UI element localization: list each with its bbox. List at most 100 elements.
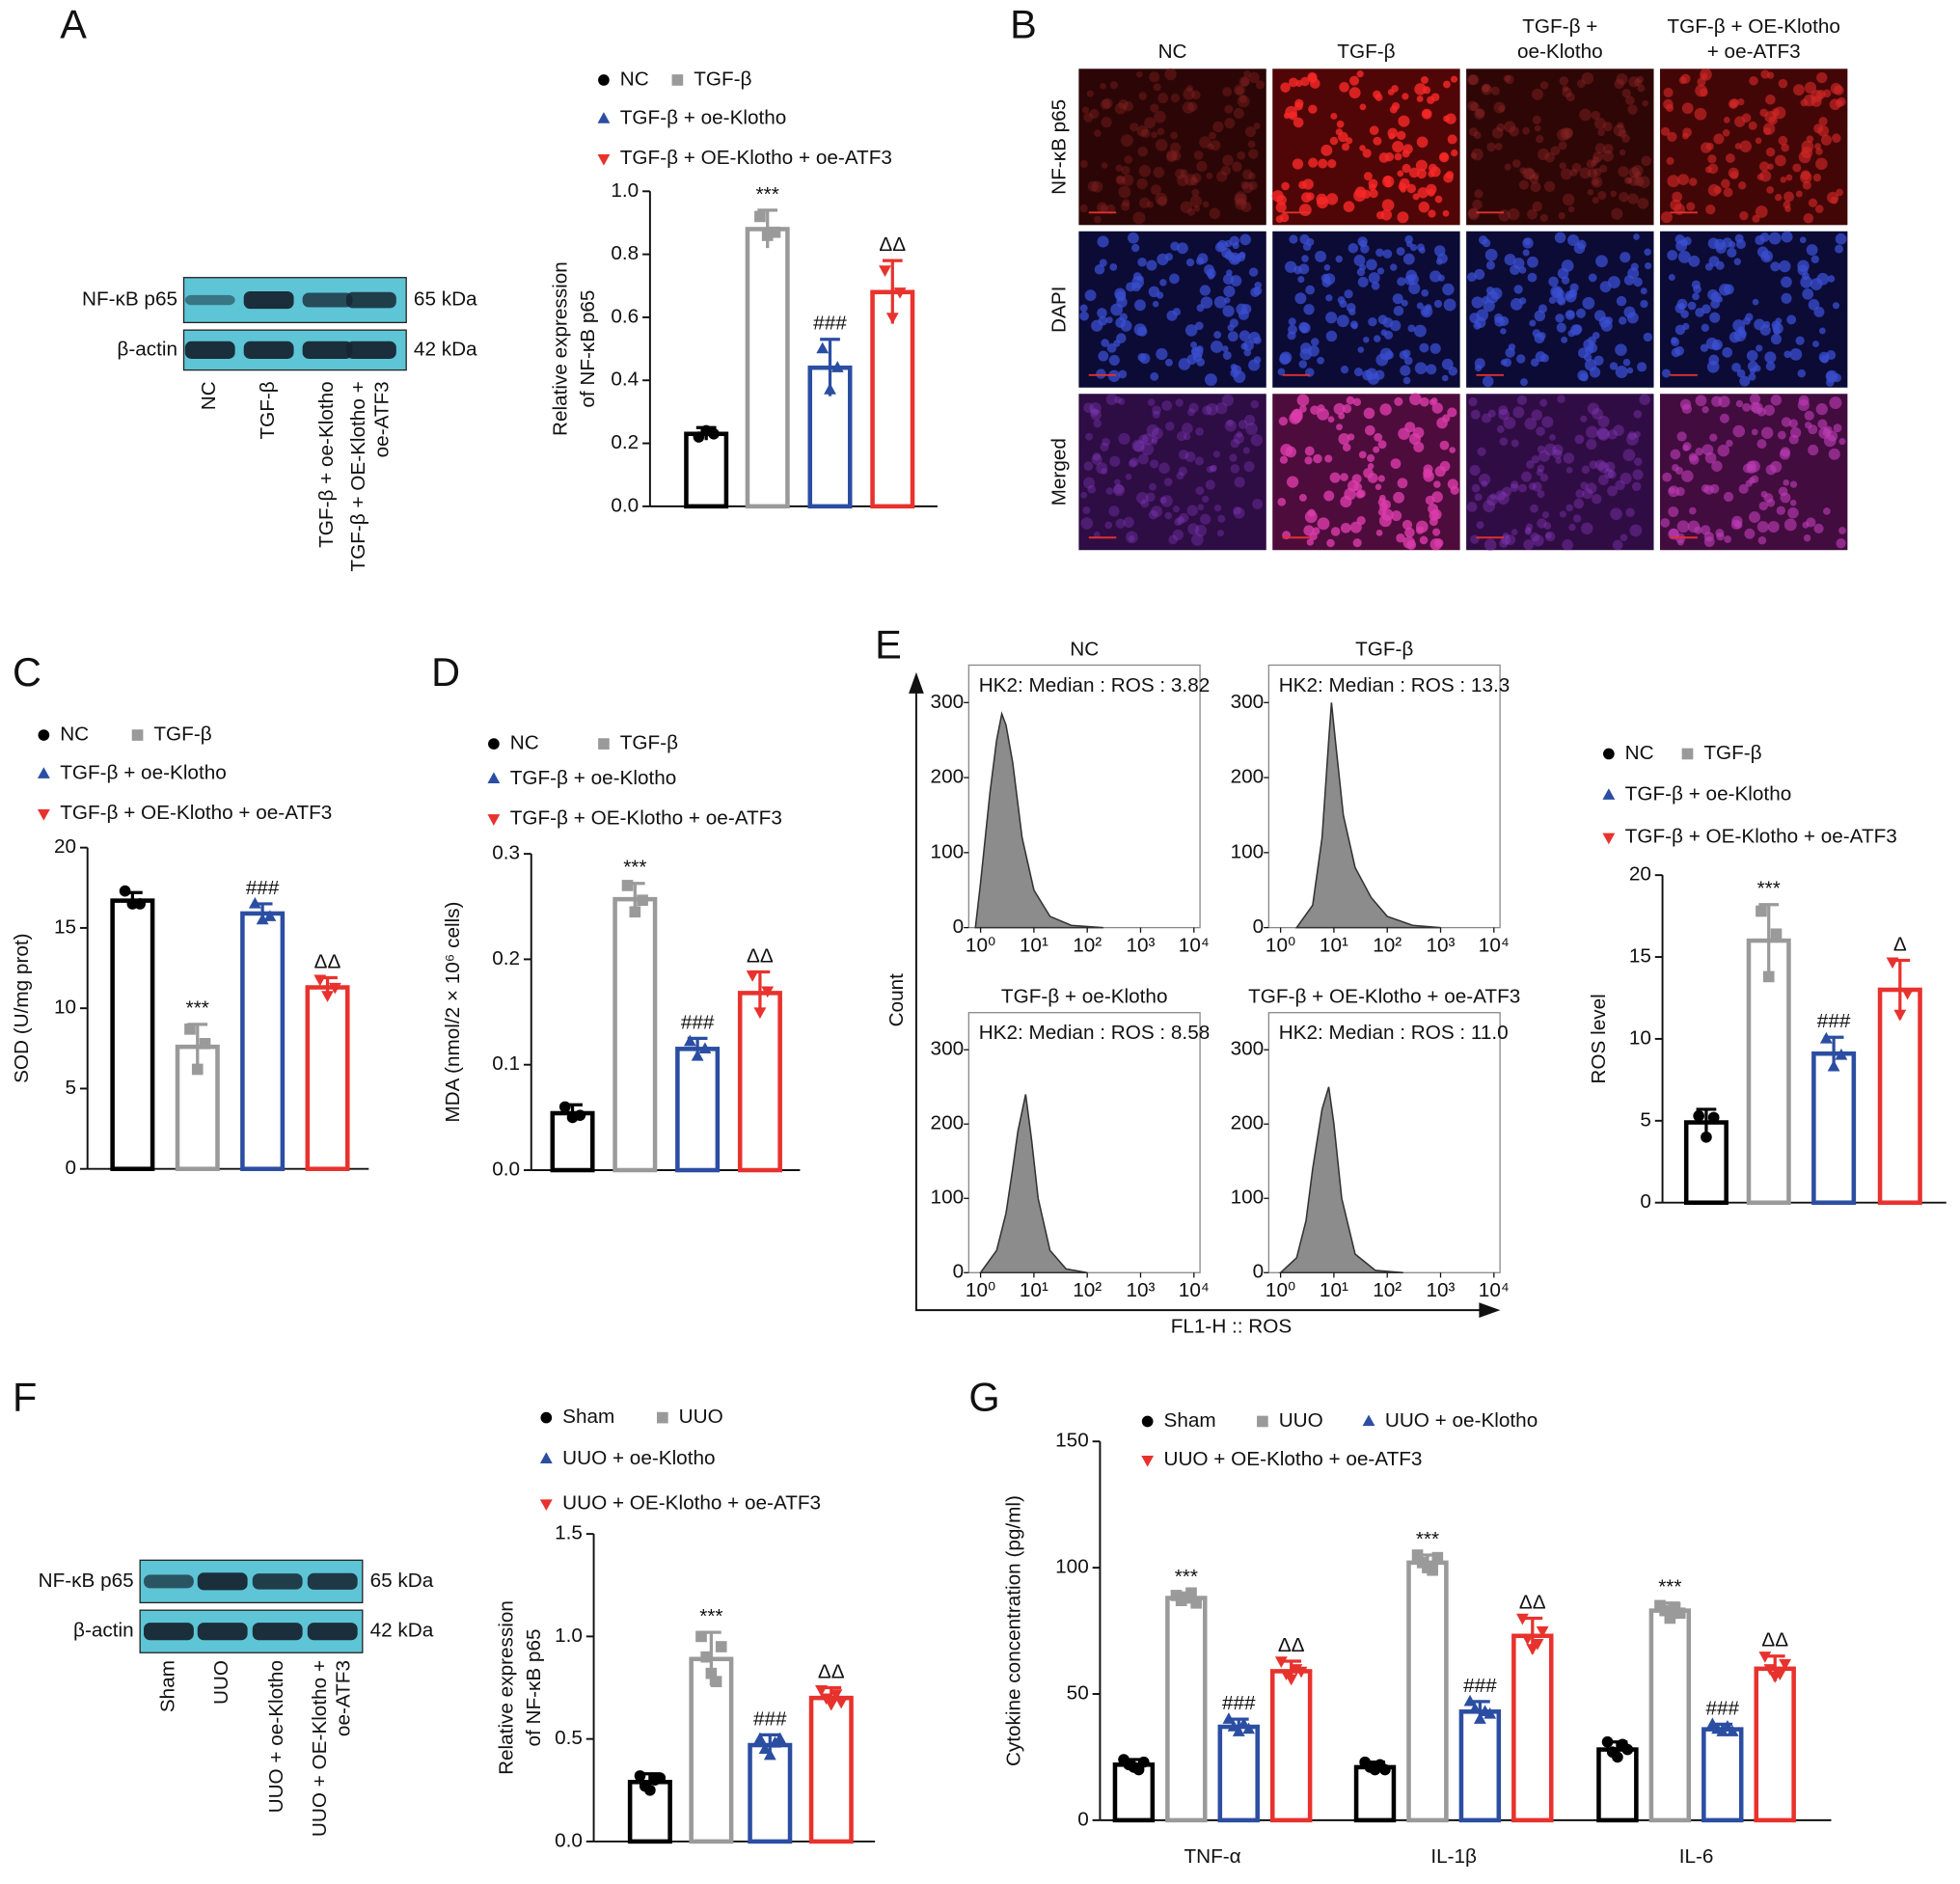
data-point bbox=[825, 1699, 838, 1711]
cell bbox=[1634, 171, 1642, 179]
cell bbox=[1701, 484, 1710, 493]
cell bbox=[1511, 159, 1521, 168]
cell bbox=[1604, 468, 1615, 479]
cell bbox=[1475, 108, 1485, 119]
cell bbox=[1396, 247, 1405, 256]
cell bbox=[1709, 483, 1720, 494]
cell bbox=[1416, 95, 1424, 102]
y-tick-label: 300 bbox=[1231, 691, 1265, 713]
cell bbox=[1202, 201, 1210, 208]
cell bbox=[1375, 369, 1385, 380]
cell bbox=[1120, 319, 1132, 332]
cell bbox=[1641, 155, 1651, 167]
cell bbox=[1534, 124, 1541, 132]
cell bbox=[1548, 276, 1559, 287]
cell bbox=[1797, 398, 1810, 412]
cell bbox=[1289, 234, 1298, 244]
cell bbox=[1154, 110, 1166, 123]
panel-letter: F bbox=[13, 1374, 37, 1419]
cell bbox=[1245, 423, 1258, 435]
blot-band bbox=[252, 1623, 303, 1641]
y-tick-label: 0.0 bbox=[492, 1158, 520, 1180]
cell bbox=[1364, 424, 1375, 436]
cell bbox=[1186, 408, 1195, 417]
cell bbox=[1560, 168, 1572, 180]
cell bbox=[1449, 447, 1456, 453]
cell bbox=[1393, 491, 1405, 504]
cell bbox=[1592, 196, 1599, 205]
cell bbox=[1401, 299, 1408, 307]
cell bbox=[1369, 188, 1378, 199]
error-bar bbox=[1696, 1107, 1717, 1136]
cell bbox=[1349, 521, 1362, 533]
cell bbox=[1779, 259, 1791, 273]
data-point bbox=[199, 1037, 211, 1050]
cell bbox=[1126, 531, 1138, 544]
data-point bbox=[1763, 1664, 1777, 1676]
cell bbox=[1502, 486, 1512, 497]
cell bbox=[1105, 487, 1114, 495]
cell bbox=[1239, 95, 1247, 103]
y-tick-label: 0 bbox=[1253, 915, 1265, 938]
data-point bbox=[758, 1742, 772, 1754]
cell bbox=[1565, 92, 1575, 102]
cell bbox=[1197, 253, 1209, 264]
cell bbox=[1415, 520, 1429, 533]
cell bbox=[1482, 83, 1491, 93]
cell bbox=[1193, 205, 1201, 212]
data-point bbox=[634, 1770, 646, 1782]
cell bbox=[1521, 471, 1532, 482]
cell bbox=[1495, 143, 1503, 150]
cell bbox=[1222, 87, 1233, 97]
cell bbox=[1637, 197, 1649, 209]
cell bbox=[1253, 336, 1262, 344]
legend-label: TGF-β bbox=[1703, 742, 1761, 764]
cell bbox=[1416, 302, 1424, 310]
cell bbox=[1080, 517, 1094, 530]
legend-label: NC bbox=[620, 68, 649, 90]
significance-label: ΔΔ bbox=[818, 1660, 845, 1682]
cell bbox=[1822, 89, 1832, 98]
cell bbox=[1098, 315, 1108, 326]
y-tick-label: 100 bbox=[1055, 1556, 1089, 1578]
cell bbox=[1631, 165, 1644, 177]
cell bbox=[1352, 397, 1362, 406]
cell bbox=[1298, 204, 1312, 217]
y-tick-label: 0.5 bbox=[555, 1727, 583, 1749]
cell bbox=[1429, 270, 1442, 283]
cell bbox=[1235, 198, 1247, 210]
cell bbox=[1305, 285, 1316, 295]
cell bbox=[1755, 205, 1768, 218]
cell bbox=[1756, 173, 1764, 181]
data-point bbox=[1701, 1131, 1712, 1143]
blot-band bbox=[345, 341, 396, 359]
cell bbox=[1780, 492, 1791, 504]
y-axis-label: MDA (nmol/2 × 10⁶ cells) bbox=[442, 902, 464, 1123]
cell bbox=[1629, 524, 1643, 537]
blot-band bbox=[197, 1572, 248, 1591]
lane-label: UUO bbox=[210, 1660, 232, 1705]
cell bbox=[1814, 143, 1821, 150]
x-tick-label: 10³ bbox=[1127, 935, 1156, 957]
significance-label: *** bbox=[186, 997, 209, 1020]
cell bbox=[1429, 510, 1440, 521]
cell bbox=[1671, 337, 1678, 344]
cell bbox=[1709, 433, 1718, 442]
cell bbox=[1202, 405, 1212, 416]
cell bbox=[1191, 188, 1200, 197]
data-point bbox=[763, 1748, 776, 1761]
cell bbox=[1168, 534, 1178, 545]
cell bbox=[1213, 504, 1222, 512]
cell bbox=[1116, 333, 1127, 343]
cell bbox=[1737, 98, 1745, 106]
cell bbox=[1151, 184, 1161, 195]
micrograph bbox=[1659, 394, 1848, 551]
cell bbox=[1536, 469, 1543, 477]
data-point bbox=[1664, 1612, 1676, 1625]
y-axis-label: Relative expression bbox=[549, 261, 571, 436]
cell bbox=[1643, 332, 1653, 342]
data-point bbox=[1721, 1720, 1734, 1732]
cell bbox=[1431, 528, 1441, 536]
cell bbox=[1756, 439, 1767, 450]
data-point bbox=[1238, 1717, 1250, 1730]
